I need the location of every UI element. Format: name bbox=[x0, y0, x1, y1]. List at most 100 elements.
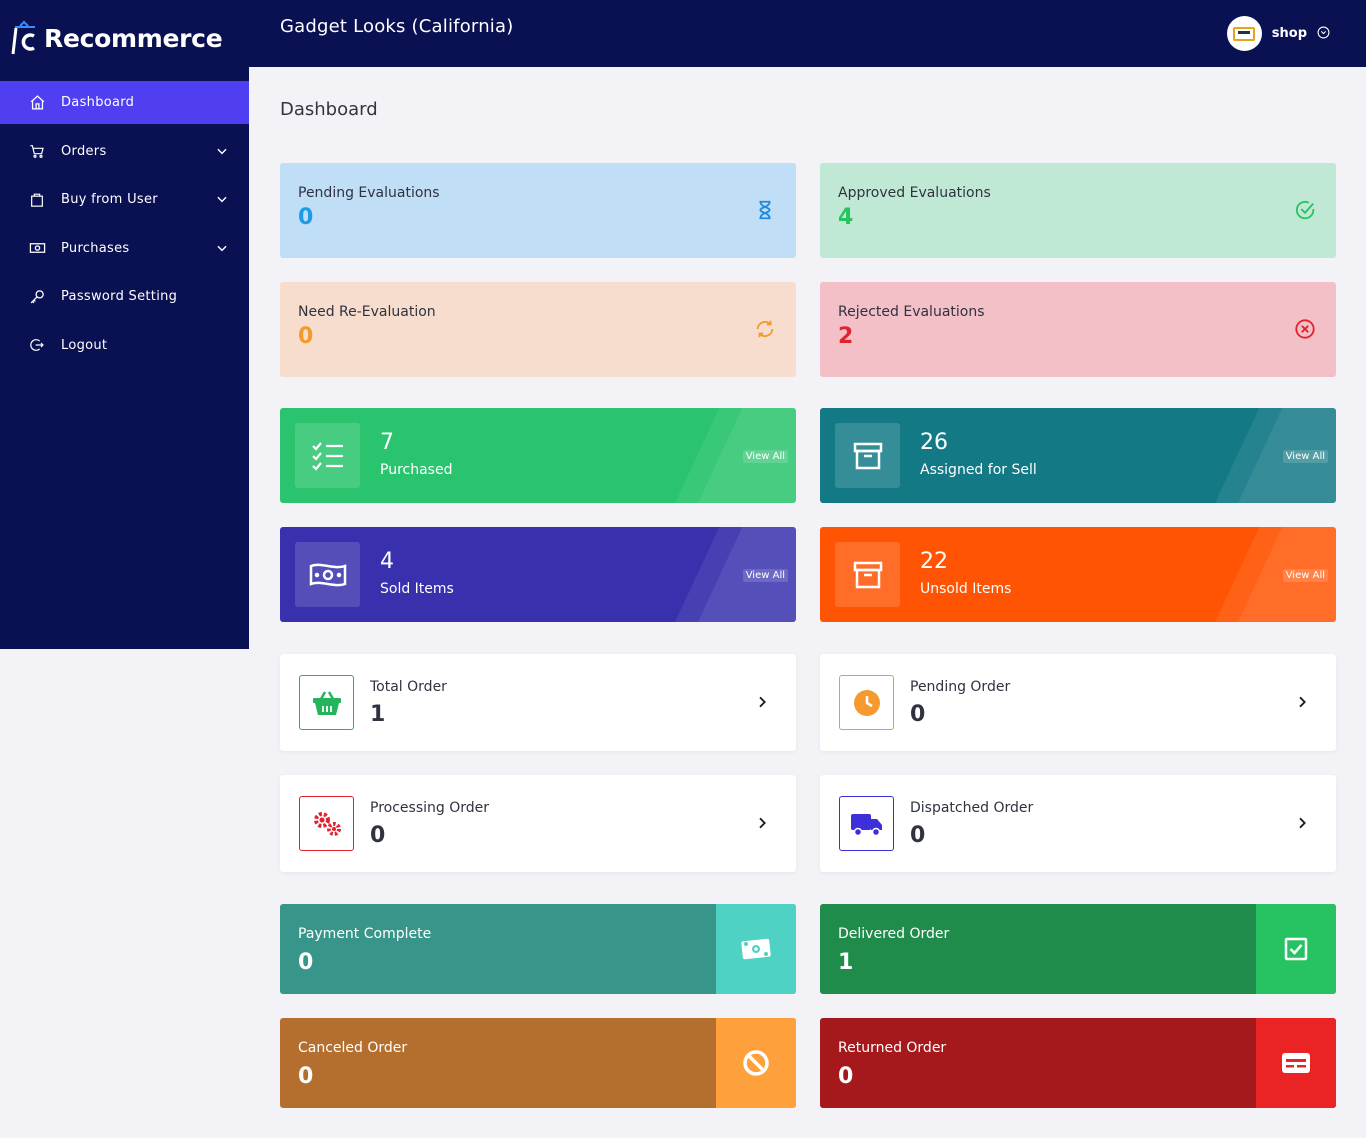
sidebar-item-label: Buy from User bbox=[61, 192, 158, 207]
purchased-card[interactable]: 7 Purchased View All bbox=[280, 408, 796, 503]
view-all-link[interactable]: View All bbox=[1282, 569, 1328, 582]
sidebar-item-label: Logout bbox=[61, 337, 108, 353]
user-name[interactable]: shop bbox=[1271, 26, 1307, 41]
view-all-link[interactable]: View All bbox=[1282, 450, 1328, 463]
order-value: 1 bbox=[370, 702, 386, 727]
store-logo-icon bbox=[1233, 26, 1256, 41]
box-icon bbox=[835, 542, 900, 607]
view-all-link[interactable]: View All bbox=[742, 569, 788, 582]
check-square-icon bbox=[1256, 904, 1336, 994]
checklist-icon bbox=[295, 423, 360, 488]
sidebar-item-logout[interactable]: Logout bbox=[0, 324, 249, 367]
sidebar-nav: Dashboard Orders Buy from User Purcha bbox=[0, 81, 249, 372]
sidebar-item-label: Purchases bbox=[61, 240, 130, 256]
bag-icon bbox=[28, 191, 46, 209]
brand-logo[interactable]: Recommerce bbox=[10, 18, 223, 58]
status-value: 0 bbox=[298, 1064, 314, 1089]
key-icon bbox=[28, 288, 46, 306]
card-label: Approved Evaluations bbox=[838, 185, 991, 201]
home-icon bbox=[28, 94, 46, 112]
delivered-order-card[interactable]: Delivered Order 1 bbox=[820, 904, 1336, 994]
chevron-right-icon[interactable] bbox=[1294, 694, 1310, 710]
chevron-down-icon[interactable] bbox=[215, 192, 229, 206]
view-all-link[interactable]: View All bbox=[742, 450, 788, 463]
sidebar-item-purchases[interactable]: Purchases bbox=[0, 227, 249, 270]
cash-icon bbox=[716, 904, 796, 994]
avatar[interactable] bbox=[1226, 16, 1262, 51]
stat-label: Purchased bbox=[380, 462, 453, 478]
pending-evaluations-card[interactable]: Pending Evaluations 0 bbox=[280, 163, 796, 258]
status-value: 0 bbox=[298, 950, 314, 975]
status-label: Delivered Order bbox=[838, 926, 950, 942]
returned-order-card[interactable]: Returned Order 0 bbox=[820, 1018, 1336, 1108]
stat-value: 4 bbox=[380, 549, 394, 574]
check-circle-icon bbox=[1294, 199, 1316, 221]
user-menu[interactable]: shop bbox=[1226, 16, 1330, 51]
sidebar-item-dashboard[interactable]: Dashboard bbox=[0, 81, 249, 124]
chevron-down-icon[interactable] bbox=[215, 144, 229, 158]
topbar: Gadget Looks (California) shop bbox=[249, 0, 1366, 67]
status-value: 0 bbox=[838, 1064, 854, 1089]
brand-name: Recommerce bbox=[44, 23, 223, 53]
status-label: Returned Order bbox=[838, 1040, 947, 1056]
logout-icon bbox=[28, 336, 46, 354]
card-value: 0 bbox=[298, 324, 314, 349]
order-label: Total Order bbox=[370, 679, 447, 695]
hourglass-icon bbox=[754, 199, 776, 221]
card-label: Need Re-Evaluation bbox=[298, 304, 436, 320]
store-name: Gadget Looks (California) bbox=[280, 16, 514, 37]
approved-evaluations-card[interactable]: Approved Evaluations 4 bbox=[820, 163, 1336, 258]
canceled-order-card[interactable]: Canceled Order 0 bbox=[280, 1018, 796, 1108]
card-label: Pending Evaluations bbox=[298, 185, 440, 201]
sidebar-item-orders[interactable]: Orders bbox=[0, 130, 249, 173]
order-label: Pending Order bbox=[910, 679, 1011, 695]
order-label: Dispatched Order bbox=[910, 800, 1034, 816]
clock-icon bbox=[839, 675, 894, 730]
rejected-evaluations-card[interactable]: Rejected Evaluations 2 bbox=[820, 282, 1336, 377]
chevron-down-circle-icon[interactable] bbox=[1317, 24, 1330, 43]
card-label: Rejected Evaluations bbox=[838, 304, 985, 320]
sidebar-item-label: Dashboard bbox=[61, 95, 135, 110]
order-value: 0 bbox=[910, 702, 926, 727]
status-label: Canceled Order bbox=[298, 1040, 408, 1056]
stat-value: 26 bbox=[920, 430, 948, 455]
chevron-right-icon[interactable] bbox=[754, 694, 770, 710]
stat-value: 7 bbox=[380, 430, 394, 455]
chevron-right-icon[interactable] bbox=[754, 815, 770, 831]
card-value: 2 bbox=[838, 324, 854, 349]
refresh-icon bbox=[754, 318, 776, 340]
pending-order-card[interactable]: Pending Order 0 bbox=[820, 654, 1336, 751]
page-title: Dashboard bbox=[280, 99, 378, 120]
status-value: 1 bbox=[838, 950, 854, 975]
truck-icon bbox=[839, 796, 894, 851]
sidebar-item-label: Password Setting bbox=[61, 289, 178, 304]
order-value: 0 bbox=[910, 823, 926, 848]
basket-icon bbox=[299, 675, 354, 730]
assigned-for-sell-card[interactable]: 26 Assigned for Sell View All bbox=[820, 408, 1336, 503]
unsold-items-card[interactable]: 22 Unsold Items View All bbox=[820, 527, 1336, 622]
recommerce-logo-icon bbox=[10, 20, 40, 56]
stat-label: Assigned for Sell bbox=[920, 462, 1037, 478]
chevron-down-icon[interactable] bbox=[215, 241, 229, 255]
money-icon bbox=[295, 542, 360, 607]
card-value: 0 bbox=[298, 205, 314, 230]
payment-complete-card[interactable]: Payment Complete 0 bbox=[280, 904, 796, 994]
card-icon bbox=[1256, 1018, 1336, 1108]
dispatched-order-card[interactable]: Dispatched Order 0 bbox=[820, 775, 1336, 872]
box-icon bbox=[835, 423, 900, 488]
processing-order-card[interactable]: Processing Order 0 bbox=[280, 775, 796, 872]
status-label: Payment Complete bbox=[298, 926, 432, 942]
ban-icon bbox=[716, 1018, 796, 1108]
need-re-evaluation-card[interactable]: Need Re-Evaluation 0 bbox=[280, 282, 796, 377]
chevron-right-icon[interactable] bbox=[1294, 815, 1310, 831]
sidebar-item-password-setting[interactable]: Password Setting bbox=[0, 275, 249, 318]
cart-icon bbox=[28, 142, 46, 160]
order-label: Processing Order bbox=[370, 800, 489, 816]
gears-icon bbox=[299, 796, 354, 851]
stat-label: Unsold Items bbox=[920, 581, 1012, 597]
total-order-card[interactable]: Total Order 1 bbox=[280, 654, 796, 751]
sidebar-item-buy-from-user[interactable]: Buy from User bbox=[0, 178, 249, 221]
sold-items-card[interactable]: 4 Sold Items View All bbox=[280, 527, 796, 622]
stat-value: 22 bbox=[920, 549, 948, 574]
cash-icon bbox=[28, 239, 46, 257]
